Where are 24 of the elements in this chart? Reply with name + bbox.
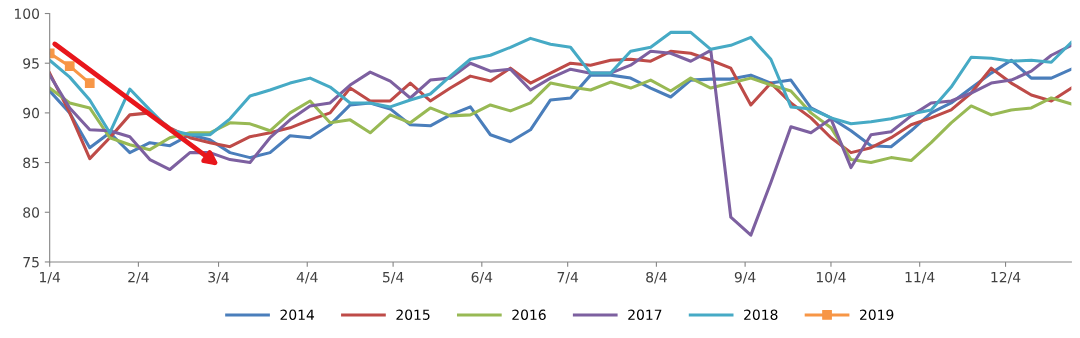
legend-label: 2019 — [860, 309, 894, 320]
x-tick-label: 4/4 — [296, 272, 318, 284]
x-tick-label: 9/4 — [734, 271, 756, 284]
x-tick-label: 3/4 — [208, 271, 229, 284]
y-tick-label: 75 — [23, 257, 39, 268]
x-tick-label: 12/4 — [991, 271, 1021, 284]
x-tick-label: 11/4 — [905, 272, 935, 284]
legend-label: 2016 — [512, 309, 546, 320]
legend-label: 2015 — [396, 309, 430, 320]
x-tick-label: 5/4 — [383, 272, 404, 284]
x-tick-label: 1/4 — [40, 272, 61, 284]
y-tick-label: 95 — [23, 58, 39, 69]
y-tick-label: 90 — [23, 107, 40, 119]
x-tick-label: 10/4 — [816, 271, 846, 284]
legend-label: 2014 — [280, 309, 315, 320]
x-tick-label: 6/4 — [471, 271, 493, 284]
y-tick-label: 100 — [14, 8, 40, 19]
y-tick-label: 80 — [23, 207, 40, 218]
x-tick-label: 7/4 — [557, 272, 579, 284]
y-tick-label: 85 — [23, 157, 39, 169]
legend-label: 2018 — [744, 309, 778, 320]
legend-label: 2017 — [628, 309, 662, 320]
x-tick-label: 8/4 — [646, 271, 667, 284]
x-tick-label: 2/4 — [128, 271, 149, 284]
